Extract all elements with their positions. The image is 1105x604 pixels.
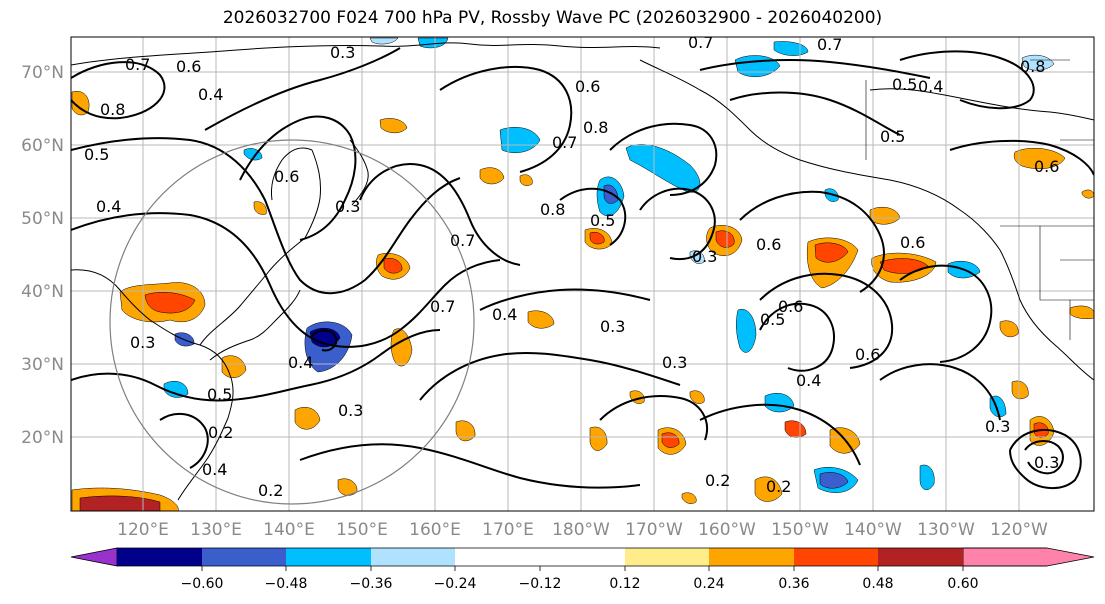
lat-label: 20°N xyxy=(21,428,64,448)
contour-label: 0.3 xyxy=(600,317,625,336)
gridlines xyxy=(71,37,1094,511)
contour-label: 0.7 xyxy=(430,297,455,316)
contour-label: 0.8 xyxy=(1020,57,1045,76)
lat-label: 60°N xyxy=(21,136,64,156)
lon-label: 140°W xyxy=(844,520,902,540)
colorbar-bin xyxy=(878,548,963,566)
contour-label: 0.7 xyxy=(125,55,150,74)
longitude-labels: 120°E 130°E 140°E 150°E 160°E 170°E 180°… xyxy=(117,520,1048,540)
contour-label: 0.4 xyxy=(198,85,223,104)
colorbar-tick-label: 0.48 xyxy=(862,576,893,592)
contour-label: 0.6 xyxy=(575,77,600,96)
contour-label: 0.8 xyxy=(540,200,565,219)
contour-label: 0.6 xyxy=(855,345,880,364)
colorbar-ticks xyxy=(201,566,964,571)
colorbar-tick-label: 0.36 xyxy=(778,576,809,592)
contour-label: 0.5 xyxy=(84,145,109,164)
contour-label: 0.8 xyxy=(100,100,125,119)
lon-label: 150°E xyxy=(336,520,388,540)
contour-label: 0.4 xyxy=(796,371,821,390)
contour-label: 0.5 xyxy=(207,385,232,404)
contour-label: 0.5 xyxy=(880,127,905,146)
contour-label: 0.3 xyxy=(330,43,355,62)
contour-label: 0.3 xyxy=(338,401,363,420)
lon-label: 120°W xyxy=(990,520,1048,540)
map-title: 2026032700 F024 700 hPa PV, Rossby Wave … xyxy=(222,8,883,28)
contour-label: 0.3 xyxy=(662,353,687,372)
lon-label: 150°W xyxy=(771,520,829,540)
contour-label: 0.2 xyxy=(258,481,283,500)
contour-label: 0.3 xyxy=(1034,453,1059,472)
contour-label: 0.4 xyxy=(96,197,121,216)
contour-label: 0.3 xyxy=(335,197,360,216)
contour-label: 0.6 xyxy=(176,57,201,76)
colorbar-bin xyxy=(202,548,286,566)
colorbar-tick-label: −0.36 xyxy=(350,576,393,592)
colorbar-tick-label: −0.24 xyxy=(434,576,477,592)
contour-label: 0.7 xyxy=(450,231,475,250)
contour-label: 0.7 xyxy=(688,33,713,52)
colorbar-tick-label: −0.60 xyxy=(181,576,224,592)
borders xyxy=(865,59,1094,340)
contour-label: 0.3 xyxy=(130,333,155,352)
latitude-labels: 70°N 60°N 50°N 40°N 30°N 20°N xyxy=(21,63,64,448)
contour-labels: 0.7 0.6 0.4 0.8 0.5 0.3 0.6 0.7 0.8 0.7 … xyxy=(84,33,1059,500)
lon-label: 180°W xyxy=(552,520,610,540)
colorbar-extend-high xyxy=(962,547,1095,567)
colorbar-tick-label: −0.12 xyxy=(519,576,562,592)
colorbar-tick-label: 0.12 xyxy=(609,576,640,592)
contour-label: 0.2 xyxy=(208,423,233,442)
contour-label: 0.4 xyxy=(202,460,227,479)
colorbar-bin xyxy=(455,548,540,566)
lon-label: 130°W xyxy=(917,520,975,540)
contour-label: 0.5 xyxy=(590,211,615,230)
lat-label: 50°N xyxy=(21,209,64,229)
colorbar-bin xyxy=(709,548,794,566)
contour-label: 0.4 xyxy=(918,77,943,96)
lon-label: 130°E xyxy=(190,520,242,540)
contour-label: 0.3 xyxy=(692,247,717,266)
map-frame xyxy=(70,36,1095,512)
contour-label: 0.3 xyxy=(985,417,1010,436)
lon-label: 170°E xyxy=(482,520,534,540)
contour-label: 0.2 xyxy=(766,477,791,496)
contour-label: 0.6 xyxy=(756,235,781,254)
colorbar-bin xyxy=(286,548,371,566)
lat-label: 30°N xyxy=(21,355,64,375)
range-circle xyxy=(109,139,475,505)
contour-label: 0.7 xyxy=(552,133,577,152)
pv-contours xyxy=(71,47,1094,489)
colorbar-bin xyxy=(117,548,202,566)
coastlines xyxy=(71,42,1094,511)
contour-label: 0.6 xyxy=(1034,157,1059,176)
lon-label: 140°E xyxy=(263,520,315,540)
colorbar-bin xyxy=(625,548,709,566)
contour-label: 0.4 xyxy=(288,353,313,372)
colorbar-bin xyxy=(371,548,455,566)
contour-label: 0.6 xyxy=(778,297,803,316)
map-panel: 0.7 0.6 0.4 0.8 0.5 0.3 0.6 0.7 0.8 0.7 … xyxy=(71,33,1094,511)
contour-label: 0.2 xyxy=(705,471,730,490)
contour-label: 0.5 xyxy=(892,75,917,94)
lon-label: 170°W xyxy=(625,520,683,540)
colorbar-tick-label: 0.24 xyxy=(693,576,724,592)
colorbar-bin xyxy=(794,548,878,566)
contour-label: 0.4 xyxy=(492,305,517,324)
lon-label: 160°E xyxy=(409,520,461,540)
lat-label: 40°N xyxy=(21,282,64,302)
lat-label: 70°N xyxy=(21,63,64,83)
contour-label: 0.6 xyxy=(900,233,925,252)
lon-label: 120°E xyxy=(117,520,169,540)
contour-label: 0.6 xyxy=(274,167,299,186)
colorbar-tick-label: −0.48 xyxy=(265,576,308,592)
contour-label: 0.5 xyxy=(760,310,785,329)
lon-label: 160°W xyxy=(698,520,756,540)
contour-label: 0.8 xyxy=(583,118,608,137)
colorbar: −0.60 −0.48 −0.36 −0.24 −0.12 0.12 0.24 … xyxy=(70,547,1095,592)
colorbar-tick-label: 0.60 xyxy=(947,576,978,592)
colorbar-bin xyxy=(540,548,625,566)
contour-label: 0.7 xyxy=(817,35,842,54)
colorbar-extend-low xyxy=(70,547,118,567)
